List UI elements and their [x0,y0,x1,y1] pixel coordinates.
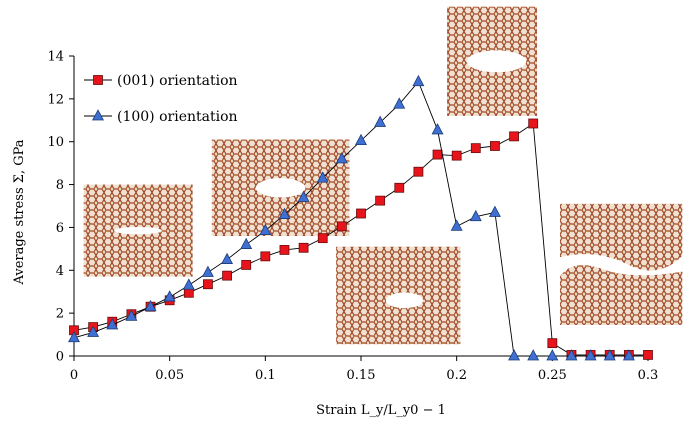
y-tick-label: 2 [56,307,64,322]
data-point [241,260,252,270]
data-point [278,207,291,219]
data-point [527,349,540,361]
data-point [450,219,463,231]
data-point [565,349,578,361]
y-tick-label: 6 [56,221,64,236]
y-axis-ticks: 0 2 4 6 8 10 12 14 [47,50,74,365]
data-point [297,190,310,202]
data-point [125,309,138,321]
data-point [469,209,482,222]
series-layer [68,74,653,361]
x-axis-label: Strain L_y/L_y0 − 1 [316,403,446,418]
x-axis-ticks: 0 0.05 0.1 0.15 0.2 0.25 0.3 [70,356,658,383]
data-point [546,349,559,361]
data-point [508,349,521,361]
data-point [355,133,367,146]
crack-hole [385,292,424,309]
fracture-gap [559,254,683,277]
data-point [260,251,271,262]
lattice-inset-1 [83,184,193,277]
x-tick-label: 0.3 [638,368,659,383]
data-point [335,152,348,164]
data-point [68,330,80,343]
data-point [431,123,444,135]
data-point [394,182,405,193]
x-tick-label: 0.15 [347,368,376,383]
y-tick-label: 8 [56,178,64,193]
lattice-inset-2 [211,139,350,236]
data-point [374,115,387,127]
axes: 0 0.05 0.1 0.15 0.2 0.25 0.3 0 2 4 6 8 10 12 14 [47,50,658,384]
data-point [201,265,214,277]
lattice-inset-4 [447,6,538,116]
legend-label: (100) orientation [117,109,238,125]
data-point [393,97,406,109]
legend-entry-2: (100) orientation [84,109,238,125]
data-point [451,150,462,161]
data-point [432,149,443,160]
data-point [163,290,176,302]
data-point [412,74,425,87]
crack-hole [466,50,527,73]
lattice-inset-5 [559,203,683,325]
data-point [298,242,309,253]
data-point [528,118,539,129]
data-point [603,349,616,361]
y-tick-label: 12 [47,92,64,107]
data-point [622,349,635,361]
x-tick-label: 0.2 [446,368,467,383]
data-point [203,279,213,290]
legend-entry-1: (001) orientation [84,73,238,89]
data-point [87,325,100,337]
data-point [259,223,272,236]
crack-hole [255,178,306,198]
data-point [413,166,424,177]
crack-hole [114,226,163,235]
legend: (001) orientation (100) orientation [84,73,238,125]
data-point [490,141,500,151]
data-point [356,208,366,219]
data-point [547,338,558,349]
data-point [375,195,386,206]
data-point [182,278,195,290]
series-2 [68,74,635,361]
data-point [584,349,597,361]
data-point [643,350,653,360]
data-point [279,245,290,255]
data-point [240,237,253,249]
y-tick-label: 14 [47,50,64,65]
legend-marker [92,109,104,121]
y-tick-label: 0 [56,350,64,365]
y-tick-label: 10 [47,135,64,150]
data-point [221,252,234,264]
data-point [144,299,157,312]
lattice-inset-3 [336,246,461,345]
data-point [509,131,519,142]
x-tick-label: 0.05 [155,368,184,383]
x-tick-label: 0.25 [538,368,567,383]
x-tick-label: 0 [70,368,78,383]
data-point [222,270,232,281]
data-point [470,143,481,154]
legend-label: (001) orientation [117,73,238,89]
data-point [317,233,328,244]
data-point [106,318,119,330]
data-point [488,205,501,217]
y-axis-label: Average stress Σ, GPa [12,139,27,285]
lattice-insets [83,6,683,345]
y-tick-label: 4 [56,264,64,279]
x-tick-label: 0.1 [255,368,276,383]
data-point [336,221,347,232]
data-point [316,171,329,183]
legend-marker [93,75,103,85]
